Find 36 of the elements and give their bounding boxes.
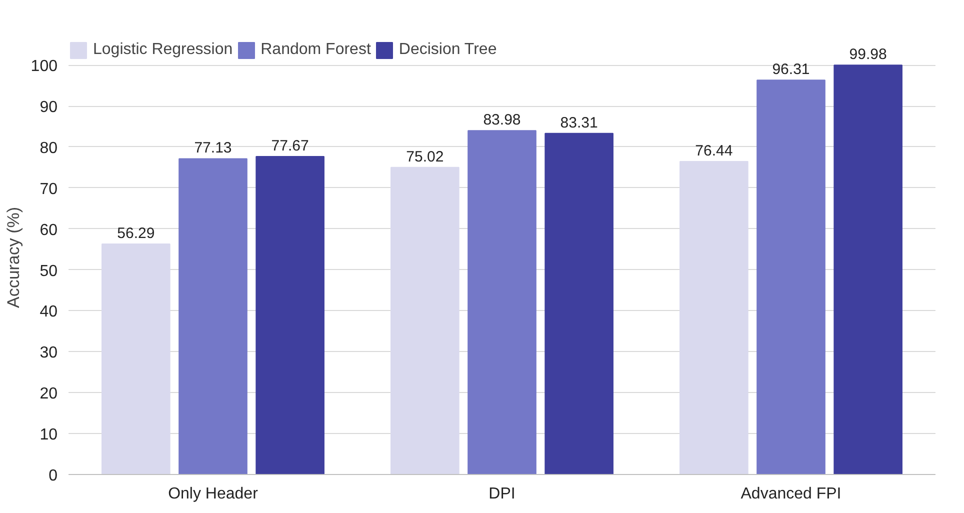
y-tick-label: 0: [48, 468, 58, 484]
y-tick-label: 20: [40, 386, 58, 403]
y-tick-label: 30: [40, 344, 58, 362]
data-label: 77.67: [271, 137, 309, 154]
data-label: 77.13: [194, 140, 232, 157]
bar: [390, 166, 460, 474]
legend-label: Decision Tree: [398, 41, 497, 59]
data-label: 76.44: [695, 142, 733, 160]
legend-label: Random Forest: [260, 41, 371, 59]
y-tick-label: 70: [40, 180, 58, 198]
x-tick-label: DPI: [488, 486, 516, 502]
data-label: 99.98: [849, 46, 887, 64]
legend-label: Logistic Regression: [93, 41, 233, 59]
bar: [178, 158, 248, 474]
bar: [680, 161, 748, 474]
y-tick-label: 80: [40, 140, 58, 157]
data-label: 83.31: [560, 114, 598, 132]
bar: [468, 130, 536, 474]
bar: [756, 80, 826, 474]
y-tick-label: 50: [40, 262, 58, 280]
y-axis-title: Accuracy (%): [4, 206, 23, 308]
y-tick-label: 100: [30, 58, 58, 76]
data-label: 83.98: [483, 112, 521, 129]
x-tick-label: Advanced FPI: [740, 486, 842, 502]
data-label: 56.29: [117, 225, 155, 242]
bar: [544, 132, 614, 474]
data-label: 75.02: [406, 148, 444, 166]
x-tick-label: Only Header: [168, 486, 259, 502]
bar: [256, 156, 324, 474]
y-tick-label: 10: [40, 426, 58, 444]
bar: [102, 244, 170, 474]
bar: [834, 64, 902, 474]
y-tick-label: 40: [40, 304, 58, 321]
data-label: 96.31: [772, 61, 810, 78]
y-tick-label: 60: [40, 222, 58, 239]
y-tick-label: 90: [40, 99, 58, 116]
